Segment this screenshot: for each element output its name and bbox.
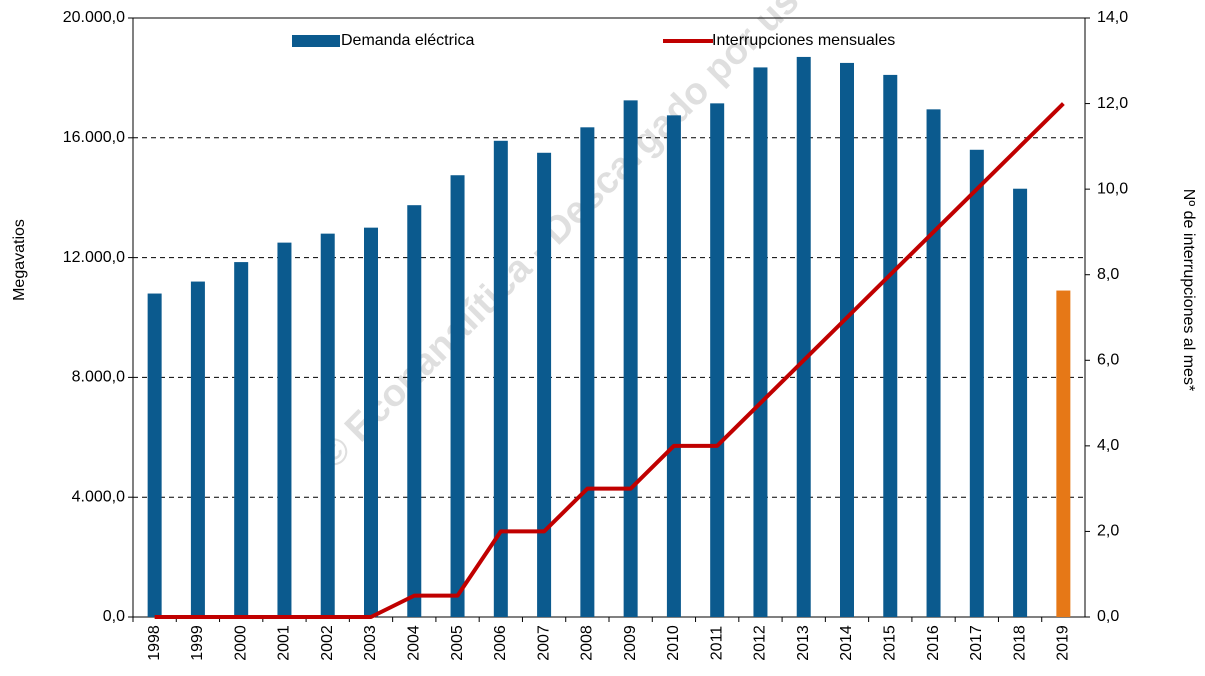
y-tick-label: 0,0 bbox=[103, 608, 125, 625]
legend-label: Demanda eléctrica bbox=[341, 32, 475, 49]
x-tick-label: 2007 bbox=[535, 625, 552, 661]
x-tick-label: 2005 bbox=[449, 625, 466, 661]
x-tick-label: 2015 bbox=[881, 625, 898, 661]
bar bbox=[580, 127, 595, 617]
x-tick-label: 2013 bbox=[795, 625, 812, 661]
x-tick-label: 2006 bbox=[492, 625, 509, 661]
bar bbox=[450, 175, 465, 618]
x-tick-label: 2014 bbox=[838, 625, 855, 661]
x-tick-label: 2000 bbox=[232, 625, 249, 661]
x-tick-label: 2017 bbox=[968, 625, 985, 661]
x-tick-label: 2002 bbox=[319, 625, 336, 661]
x-tick-label: 2019 bbox=[1055, 625, 1072, 661]
x-tick-label: 2012 bbox=[752, 625, 769, 661]
bar bbox=[623, 100, 638, 618]
watermark: © Econanalítica - Descargado por us bbox=[310, 0, 807, 477]
bar bbox=[666, 115, 681, 618]
plot-frame bbox=[132, 17, 1086, 618]
bar bbox=[407, 205, 422, 617]
bar bbox=[796, 56, 811, 618]
y2-tick-label: 6,0 bbox=[1097, 352, 1119, 369]
x-tick-label: 2016 bbox=[925, 625, 942, 661]
bar bbox=[190, 281, 205, 617]
x-tick-label: 2003 bbox=[362, 625, 379, 661]
y2-tick-label: 4,0 bbox=[1097, 437, 1119, 454]
bar bbox=[969, 149, 984, 617]
bar bbox=[277, 242, 292, 617]
bar bbox=[537, 152, 552, 617]
x-tick-label: 2018 bbox=[1011, 625, 1028, 661]
legend-swatch bbox=[292, 35, 340, 47]
bar bbox=[840, 62, 854, 618]
x-tick-label: 2009 bbox=[622, 625, 639, 661]
y2-tick-label: 14,0 bbox=[1097, 9, 1128, 26]
bar bbox=[320, 233, 335, 617]
y-tick-label: 12.000,0 bbox=[63, 249, 125, 266]
x-tick-label: 2010 bbox=[665, 625, 682, 661]
y-tick-label: 4.000,0 bbox=[72, 488, 125, 505]
bar bbox=[753, 67, 768, 618]
line bbox=[154, 102, 1065, 619]
bar bbox=[364, 227, 378, 617]
bar bbox=[234, 262, 249, 617]
y2-tick-label: 10,0 bbox=[1097, 180, 1128, 197]
y2-axis-title: Nº de interrupciones al mes* bbox=[1180, 189, 1197, 391]
y-tick-label: 8.000,0 bbox=[72, 369, 125, 386]
y-tick-label: 16.000,0 bbox=[63, 129, 125, 146]
x-tick-label: 2008 bbox=[579, 625, 596, 661]
bar bbox=[1013, 188, 1028, 617]
x-tick-label: 1998 bbox=[146, 625, 163, 661]
x-tick-label: 1999 bbox=[189, 625, 206, 661]
y2-tick-label: 12,0 bbox=[1097, 95, 1128, 112]
x-tick-label: 2004 bbox=[405, 625, 422, 661]
y-tick-label: 20.000,0 bbox=[63, 9, 125, 26]
bar bbox=[883, 74, 898, 617]
y2-tick-label: 2,0 bbox=[1097, 523, 1119, 540]
bar bbox=[1056, 290, 1071, 617]
bar bbox=[493, 140, 508, 618]
y2-tick-label: 8,0 bbox=[1097, 266, 1119, 283]
bar bbox=[147, 293, 162, 617]
y-axis-title: Megavatios bbox=[11, 219, 28, 301]
x-tick-label: 2011 bbox=[708, 626, 725, 661]
bar bbox=[926, 109, 941, 617]
bar bbox=[710, 103, 725, 618]
x-tick-label: 2001 bbox=[276, 625, 293, 661]
legend-label: Interrupciones mensuales bbox=[712, 32, 895, 49]
y2-tick-label: 0,0 bbox=[1097, 608, 1119, 625]
